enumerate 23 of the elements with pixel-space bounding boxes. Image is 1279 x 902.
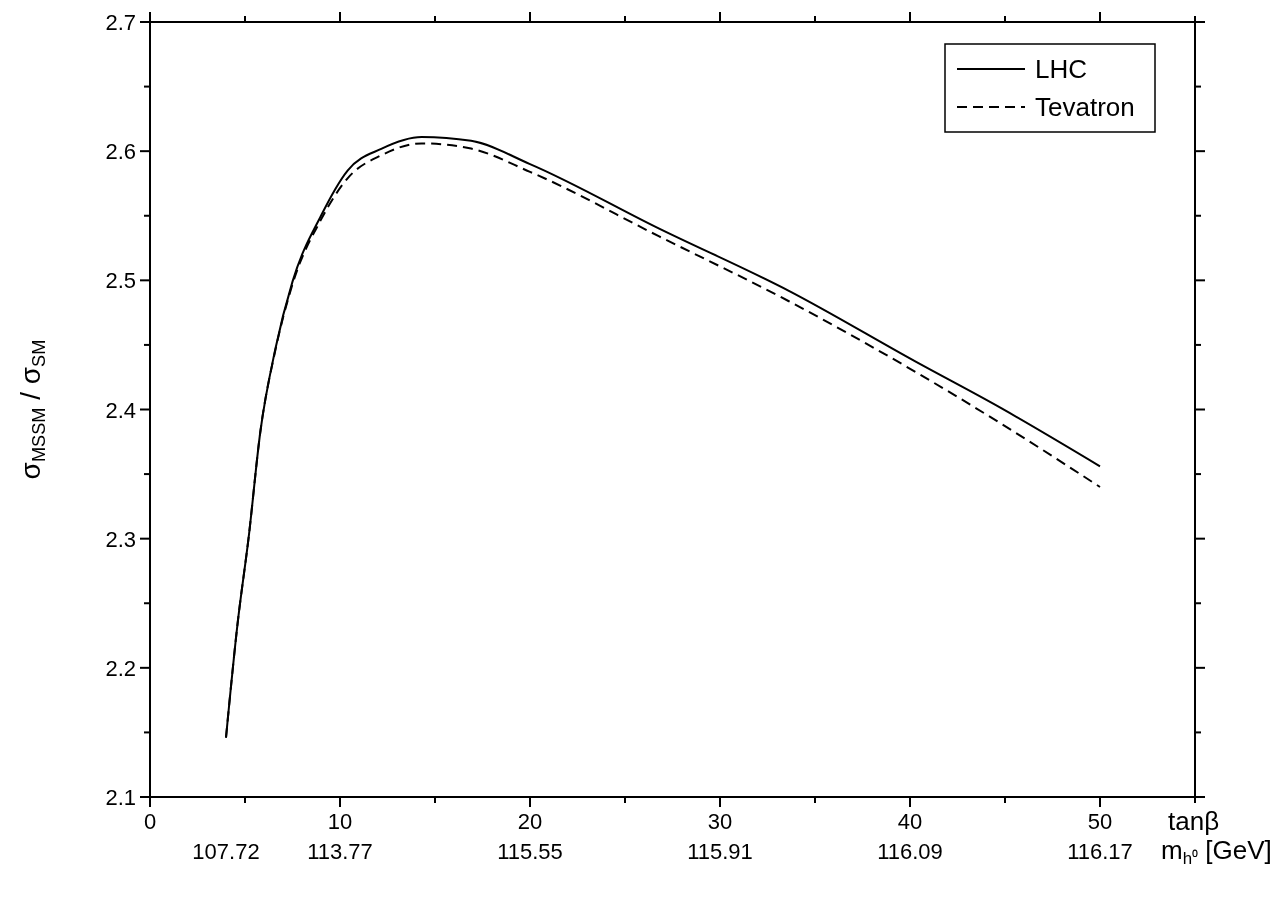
y-tick-label: 2.7 [105,10,136,35]
y-tick-label: 2.5 [105,268,136,294]
text: 115.55 [497,839,563,864]
y-tick-label: 2.3 [105,526,136,552]
text: 115.91 [687,839,753,864]
y-tick-label: 2.1 [105,785,136,810]
x-tick-label: 30 [707,809,733,834]
legend-label: Tevatron [1035,92,1135,122]
legend-label: LHC [1035,54,1088,84]
y-tick-label: 2.4 [105,397,136,423]
text: 113.77 [307,839,373,864]
text: 116.17 [1067,839,1133,864]
x-tick-label: 40 [897,809,923,834]
text: 107.72 [192,839,260,864]
y-tick-label: 2.6 [105,139,136,165]
x2-axis-title: m$_{h⁰}$ [GeV] [1161,835,1272,869]
text: 116.09 [877,839,943,864]
x-tick-label: 10 [327,809,353,834]
x-axis-title: tanβ [1168,806,1220,836]
x-tick-label: 20 [517,809,543,834]
y-tick-label: 2.2 [105,655,136,681]
x-tick-label: 0 [143,809,157,834]
x-tick-label: 50 [1087,809,1113,834]
